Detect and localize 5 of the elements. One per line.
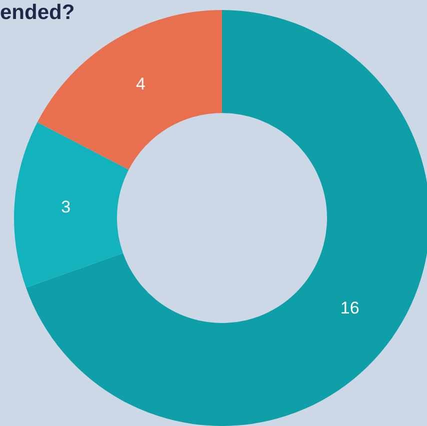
data-label: 3 — [61, 197, 71, 216]
data-label: 16 — [340, 298, 360, 318]
data-label: 4 — [136, 74, 146, 94]
chart-title: ended? — [0, 1, 75, 24]
donut-slice — [14, 122, 129, 288]
